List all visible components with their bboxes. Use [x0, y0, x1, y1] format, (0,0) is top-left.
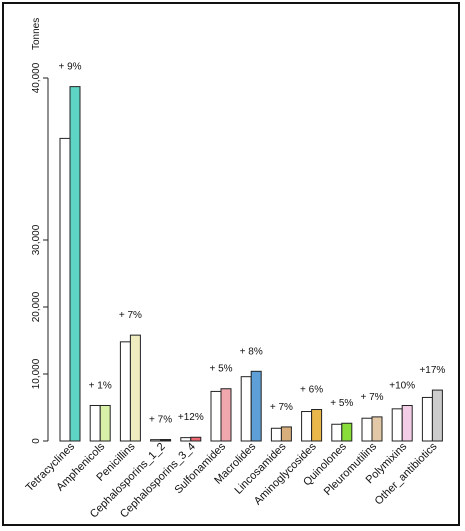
bar-previous [270, 427, 282, 442]
bar-current [99, 404, 111, 442]
bars [59, 86, 443, 442]
y-tick-label: 40,000 [31, 62, 42, 93]
y-tick-label: 10,000 [31, 358, 42, 389]
change-label: +17% [419, 365, 445, 376]
change-label: + 9% [58, 62, 81, 73]
change-label: + 7% [360, 392, 383, 403]
bar-current [129, 334, 141, 442]
category-label: Pleuromutilins [322, 440, 380, 498]
bar-previous [210, 390, 222, 442]
bar-current [431, 389, 443, 442]
bar-current [190, 436, 202, 442]
change-label: + 7% [119, 310, 142, 321]
bar-current [401, 404, 413, 442]
change-label: + 1% [89, 380, 112, 391]
bar-previous [240, 376, 252, 442]
change-label: + 7% [270, 402, 293, 413]
bar-previous [59, 137, 71, 442]
bar-current [280, 426, 292, 442]
bar-previous [361, 417, 373, 442]
bar-previous [119, 341, 131, 442]
change-label: + 6% [300, 385, 323, 396]
bar-previous [391, 408, 403, 442]
bar-current [220, 388, 232, 442]
change-label: + 8% [240, 346, 263, 357]
change-label: +10% [389, 380, 415, 391]
change-label: + 5% [209, 364, 232, 375]
bar-previous [180, 437, 192, 442]
change-label: + 7% [149, 415, 172, 426]
bar-current [160, 439, 172, 442]
y-tick-label: 20,000 [31, 291, 42, 322]
y-tick-label: 30,000 [31, 224, 42, 255]
bar-current [250, 370, 262, 442]
y-axis: 0 10,000 20,000 30,000 40,000 Tonnes [31, 18, 49, 444]
labels: + 9%Tetracyclines+ 1%Amphenicols+ 7%Peni… [24, 62, 446, 521]
change-label: + 5% [330, 398, 353, 409]
bar-previous [89, 404, 101, 442]
change-label: +12% [178, 412, 204, 423]
bar-previous [331, 423, 343, 442]
bar-previous [421, 396, 433, 442]
bar-current [371, 416, 383, 442]
y-unit-label: Tonnes [31, 18, 42, 50]
bar-current [69, 86, 81, 442]
bar-previous [301, 411, 313, 442]
y-tick-label: 0 [31, 438, 42, 444]
bar-current [341, 422, 353, 442]
bar-current [311, 409, 323, 442]
